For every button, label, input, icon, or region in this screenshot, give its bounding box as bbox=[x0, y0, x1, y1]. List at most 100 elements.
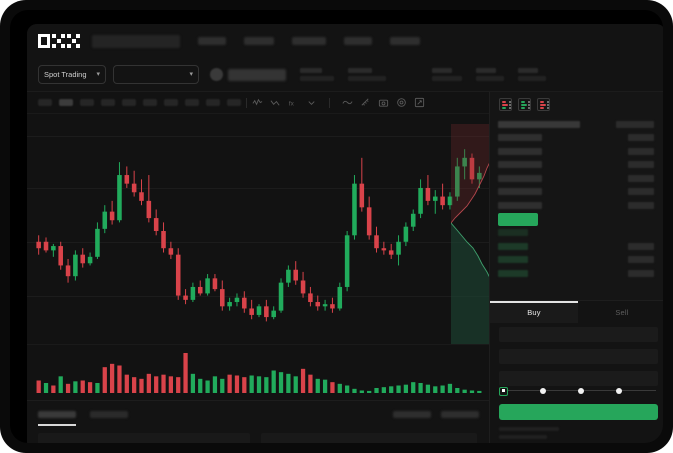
bottom-tab-2[interactable] bbox=[90, 411, 128, 418]
svg-text:fx: fx bbox=[289, 100, 295, 107]
toolbar-divider bbox=[246, 97, 247, 108]
volume-bar bbox=[308, 374, 313, 393]
volume-bar bbox=[293, 376, 298, 393]
order-form-tabs: Buy Sell bbox=[490, 301, 663, 323]
volume-bar bbox=[205, 380, 210, 393]
volume-bar bbox=[176, 377, 181, 393]
volume-bar bbox=[51, 385, 56, 393]
line-chart-icon[interactable] bbox=[270, 97, 281, 108]
stat-value bbox=[518, 76, 546, 81]
pair-coin-icon bbox=[210, 68, 223, 81]
settings-gear-icon[interactable] bbox=[396, 97, 407, 108]
chevron-down-icon: ▾ bbox=[189, 71, 193, 78]
order-book-ask-row[interactable] bbox=[490, 131, 663, 145]
order-total-field[interactable] bbox=[499, 371, 658, 386]
chevron-down-icon[interactable] bbox=[306, 97, 317, 108]
order-book-ask-row[interactable] bbox=[490, 199, 663, 213]
nav-item-3[interactable] bbox=[292, 37, 326, 45]
okx-logo-icon[interactable] bbox=[38, 34, 80, 48]
candle bbox=[359, 183, 365, 208]
pair-name-label bbox=[228, 68, 286, 81]
volume-bar bbox=[374, 388, 379, 393]
volume-bar bbox=[95, 383, 100, 393]
camera-icon[interactable] bbox=[378, 97, 389, 108]
volume-bar bbox=[286, 373, 291, 393]
order-book-ask-row[interactable] bbox=[490, 117, 663, 131]
volume-bar bbox=[220, 378, 225, 393]
order-book-ask-row[interactable] bbox=[490, 158, 663, 172]
orderbook-both-icon[interactable] bbox=[499, 98, 512, 111]
slider-stop-25[interactable] bbox=[540, 387, 546, 394]
nav-item-4[interactable] bbox=[344, 37, 372, 45]
chart-gridline bbox=[27, 136, 489, 137]
search-input[interactable] bbox=[92, 34, 180, 48]
place-buy-order-button[interactable] bbox=[499, 404, 658, 420]
order-price-field[interactable] bbox=[499, 327, 658, 342]
volume-chart[interactable] bbox=[27, 344, 489, 400]
volume-bar bbox=[132, 377, 137, 393]
candle bbox=[212, 278, 218, 290]
bottom-action-1[interactable] bbox=[393, 411, 431, 418]
candle bbox=[73, 254, 78, 277]
logo-letter-k bbox=[52, 34, 65, 48]
candle bbox=[153, 218, 159, 231]
trading-mode-dropdown[interactable]: Spot Trading ▾ bbox=[38, 65, 106, 84]
timeframe-9[interactable] bbox=[206, 99, 220, 106]
pair-selector-dropdown[interactable]: ▾ bbox=[113, 65, 199, 84]
candle bbox=[403, 226, 409, 242]
toolbar-divider bbox=[329, 97, 330, 108]
order-tab-active-indicator bbox=[490, 301, 578, 303]
candle bbox=[36, 241, 41, 249]
timeframe-5[interactable] bbox=[122, 99, 136, 106]
tab-sell[interactable]: Sell bbox=[615, 307, 629, 317]
chart-gridline bbox=[27, 188, 489, 189]
timeframe-6[interactable] bbox=[143, 99, 157, 106]
ask-price bbox=[498, 161, 542, 169]
ask-price bbox=[498, 147, 542, 155]
volume-bar bbox=[227, 374, 232, 393]
wave-indicator-icon[interactable] bbox=[342, 97, 353, 108]
tab-buy[interactable]: Buy bbox=[490, 301, 578, 323]
nav-item-1[interactable] bbox=[198, 37, 226, 45]
ruler-icon[interactable] bbox=[360, 97, 371, 108]
timeframe-7[interactable] bbox=[164, 99, 178, 106]
bottom-tab-1[interactable] bbox=[38, 411, 76, 418]
volume-bar bbox=[87, 382, 93, 393]
price-chart[interactable] bbox=[27, 114, 489, 344]
candle bbox=[227, 302, 232, 307]
order-book-ask-row[interactable] bbox=[490, 171, 663, 185]
volume-bar bbox=[337, 383, 342, 393]
timeframe-4[interactable] bbox=[101, 99, 115, 106]
fullscreen-icon[interactable] bbox=[414, 97, 425, 108]
timeframe-8[interactable] bbox=[185, 99, 199, 106]
nav-item-5[interactable] bbox=[390, 37, 420, 45]
timeframe-1[interactable] bbox=[38, 99, 52, 106]
order-book-bid-row[interactable] bbox=[490, 253, 663, 267]
volume-bar bbox=[425, 384, 431, 393]
order-book-bid-row[interactable] bbox=[490, 267, 663, 281]
order-book-ask-row[interactable] bbox=[490, 185, 663, 199]
volume-bar bbox=[352, 388, 357, 393]
candle bbox=[330, 304, 335, 309]
indicators-icon[interactable]: fx bbox=[288, 97, 299, 108]
candlestick-chart-icon[interactable] bbox=[252, 97, 263, 108]
timeframe-10[interactable] bbox=[227, 99, 241, 106]
order-amount-slider[interactable] bbox=[499, 385, 658, 396]
bottom-action-2[interactable] bbox=[441, 411, 479, 418]
order-book-bid-row[interactable] bbox=[490, 226, 663, 240]
slider-stop-50[interactable] bbox=[578, 387, 584, 394]
order-book-spread-row[interactable] bbox=[490, 212, 663, 226]
orderbook-asks-icon[interactable] bbox=[537, 98, 550, 111]
orderbook-bids-icon[interactable] bbox=[518, 98, 531, 111]
nav-item-2[interactable] bbox=[244, 37, 274, 45]
timeframe-3[interactable] bbox=[80, 99, 94, 106]
volume-bar bbox=[300, 368, 306, 393]
slider-handle[interactable] bbox=[499, 386, 508, 396]
timeframe-2[interactable] bbox=[59, 99, 73, 106]
slider-stop-75[interactable] bbox=[616, 387, 622, 394]
volume-bar bbox=[36, 380, 41, 393]
order-book-bid-row[interactable] bbox=[490, 239, 663, 253]
order-amount-field[interactable] bbox=[499, 349, 658, 364]
volume-bar bbox=[43, 383, 49, 393]
order-book-ask-row[interactable] bbox=[490, 144, 663, 158]
